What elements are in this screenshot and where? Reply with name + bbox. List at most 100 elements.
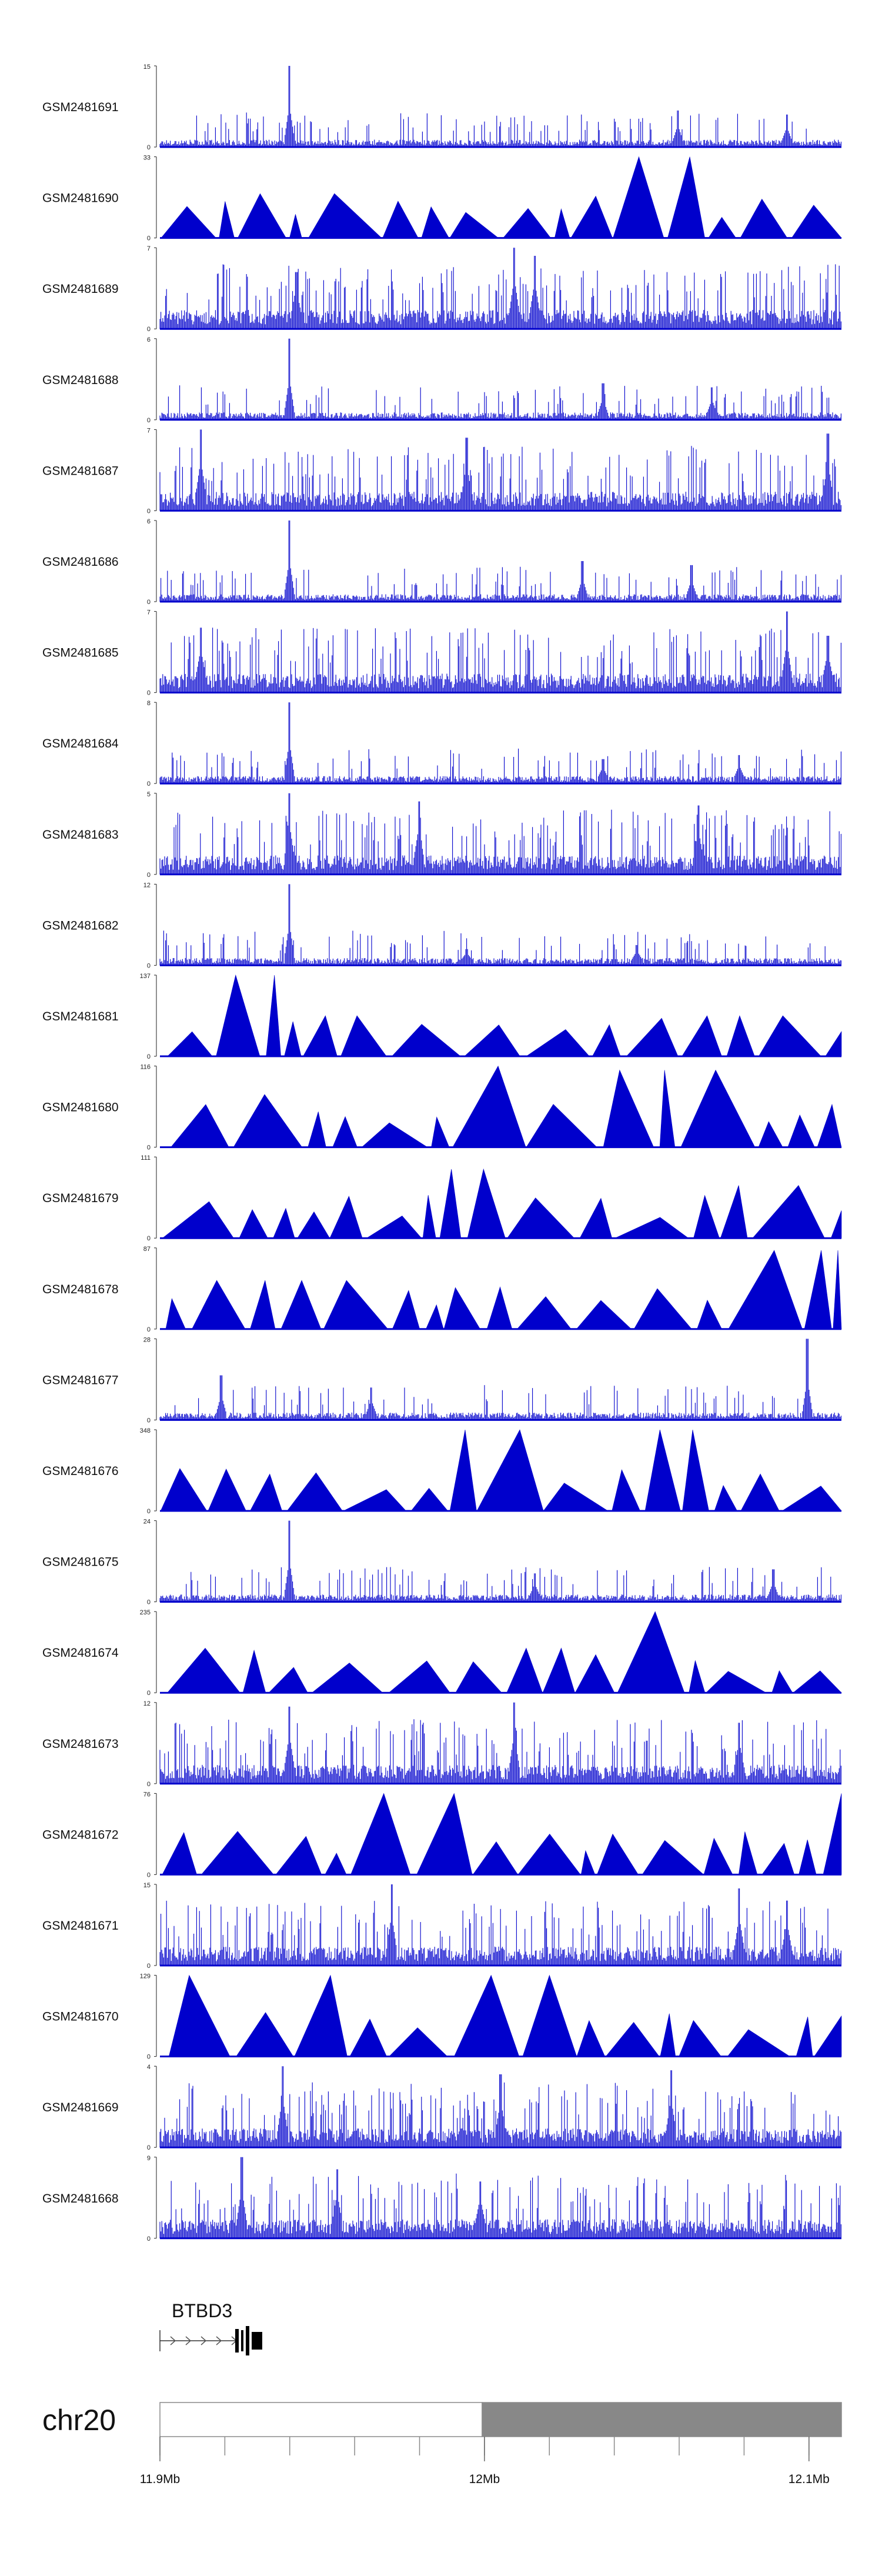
- y-axis-zero-label: 0: [147, 1417, 151, 1424]
- y-axis-zero-label: 0: [147, 1144, 151, 1152]
- y-axis-max-label: 7: [147, 609, 151, 616]
- track-signal-area: [168, 1974, 842, 2057]
- gene-exon: [252, 2332, 262, 2350]
- track-label: GSM2481673: [42, 1737, 119, 1751]
- track-label: GSM2481678: [42, 1283, 119, 1296]
- track-signal-bars: [159, 66, 841, 147]
- track-GSM2481690: GSM2481690 33 0: [42, 155, 842, 242]
- y-axis-max-label: 87: [143, 1246, 151, 1253]
- track-GSM2481677: GSM2481677 28 0: [42, 1336, 841, 1424]
- track-GSM2481689: GSM2481689 7 0: [42, 245, 841, 333]
- y-axis-max-label: 12: [143, 882, 151, 889]
- y-axis-zero-label: 0: [147, 144, 151, 151]
- y-axis-zero-label: 0: [147, 235, 151, 242]
- track-signal-area: [167, 974, 842, 1057]
- track-GSM2481670: GSM2481670 129 0: [42, 1973, 842, 2061]
- y-axis-zero-label: 0: [147, 1781, 151, 1788]
- track-signal-bars: [159, 1884, 841, 1966]
- track-GSM2481683: GSM2481683 5 0: [42, 791, 841, 879]
- gene-exon: [241, 2330, 243, 2351]
- gene-strand-arrows: [170, 2336, 238, 2345]
- track-label: GSM2481682: [42, 919, 119, 932]
- strand-arrow-icon: [170, 2336, 176, 2345]
- gene-exon: [246, 2326, 249, 2355]
- y-axis-zero-label: 0: [147, 1690, 151, 1697]
- track-label: GSM2481690: [42, 192, 119, 205]
- gene-exon: [235, 2329, 239, 2353]
- track-label: GSM2481670: [42, 2010, 119, 2024]
- track-signal-bars: [159, 2157, 841, 2238]
- y-axis-max-label: 9: [147, 2155, 151, 2162]
- track-GSM2481673: GSM2481673 12 0: [42, 1700, 841, 1788]
- track-GSM2481674: GSM2481674 235 0: [42, 1609, 842, 1697]
- chromosome-band-white: [159, 2402, 483, 2437]
- gene-label: BTBD3: [172, 2300, 232, 2321]
- track-label: GSM2481679: [42, 1192, 119, 1205]
- track-signal-bars: [159, 1702, 841, 1784]
- track-label: GSM2481688: [42, 373, 119, 387]
- chromosome-band-grey: [482, 2402, 842, 2437]
- y-axis-max-label: 33: [143, 155, 151, 162]
- track-GSM2481691: GSM2481691 15 0: [42, 64, 841, 151]
- y-axis-zero-label: 0: [147, 417, 151, 424]
- track-label: GSM2481669: [42, 2101, 119, 2114]
- track-label: GSM2481683: [42, 828, 119, 842]
- y-axis-max-label: 28: [143, 1336, 151, 1343]
- y-axis-zero-label: 0: [147, 2235, 151, 2243]
- track-label: GSM2481681: [42, 1010, 119, 1023]
- track-GSM2481685: GSM2481685 7 0: [42, 609, 841, 697]
- track-signal-bars: [159, 520, 841, 602]
- strand-arrow-icon: [201, 2336, 207, 2345]
- y-axis-max-label: 15: [143, 1882, 151, 1889]
- track-GSM2481668: GSM2481668 9 0: [42, 2155, 841, 2243]
- track-label: GSM2481674: [42, 1646, 119, 1660]
- track-signal-area: [171, 1065, 842, 1147]
- y-axis-zero-label: 0: [147, 1599, 151, 1606]
- track-label: GSM2481680: [42, 1101, 119, 1115]
- track-signal-area: [162, 1168, 842, 1239]
- y-axis-max-label: 235: [140, 1609, 151, 1616]
- track-label: GSM2481689: [42, 282, 119, 296]
- track-label: GSM2481677: [42, 1373, 119, 1387]
- y-axis-zero-label: 0: [147, 1963, 151, 1970]
- track-signal-area: [161, 156, 842, 238]
- chromosome-label: chr20: [42, 2404, 116, 2437]
- track-GSM2481671: GSM2481671 15 0: [42, 1882, 841, 1970]
- track-signal-area: [165, 1250, 842, 1330]
- y-axis-max-label: 8: [147, 700, 151, 707]
- track-label: GSM2481676: [42, 1464, 119, 1478]
- track-GSM2481687: GSM2481687 7 0: [42, 427, 841, 515]
- track-label: GSM2481691: [42, 101, 119, 114]
- track-label: GSM2481672: [42, 1828, 119, 1841]
- y-axis-max-label: 4: [147, 2064, 151, 2071]
- track-signal-bars: [159, 248, 841, 329]
- y-axis-max-label: 116: [140, 1064, 151, 1071]
- y-axis-max-label: 111: [141, 1154, 151, 1162]
- y-axis-zero-label: 0: [147, 962, 151, 969]
- gene-model-BTBD3: BTBD3: [159, 2300, 262, 2355]
- track-GSM2481681: GSM2481681 137 0: [42, 973, 842, 1060]
- track-GSM2481679: GSM2481679 111 0: [42, 1154, 842, 1242]
- genomic-axis: 11.9Mb 12Mb 12.1Mb: [140, 2437, 830, 2486]
- axis-tick-label: 12.1Mb: [789, 2472, 830, 2486]
- y-axis-max-label: 6: [147, 336, 151, 343]
- y-axis-zero-label: 0: [147, 1326, 151, 1333]
- track-GSM2481686: GSM2481686 6 0: [42, 518, 841, 606]
- track-label: GSM2481685: [42, 646, 119, 660]
- y-axis-zero-label: 0: [147, 780, 151, 788]
- strand-arrow-icon: [216, 2336, 222, 2345]
- track-signal-area: [162, 1793, 842, 1875]
- y-axis-max-label: 137: [140, 973, 151, 980]
- y-axis-zero-label: 0: [147, 2054, 151, 2061]
- track-signal-bars: [159, 793, 841, 875]
- y-axis-zero-label: 0: [147, 508, 151, 515]
- y-axis-max-label: 5: [147, 791, 151, 798]
- track-GSM2481684: GSM2481684 8 0: [42, 700, 841, 788]
- y-axis-max-label: 15: [143, 64, 151, 71]
- track-signal-bars: [159, 1520, 841, 1602]
- strand-arrow-icon: [185, 2336, 192, 2345]
- track-label: GSM2481668: [42, 2192, 119, 2205]
- y-axis-max-label: 348: [140, 1427, 151, 1434]
- axis-tick-label: 11.9Mb: [140, 2472, 181, 2486]
- track-label: GSM2481675: [42, 1556, 119, 1569]
